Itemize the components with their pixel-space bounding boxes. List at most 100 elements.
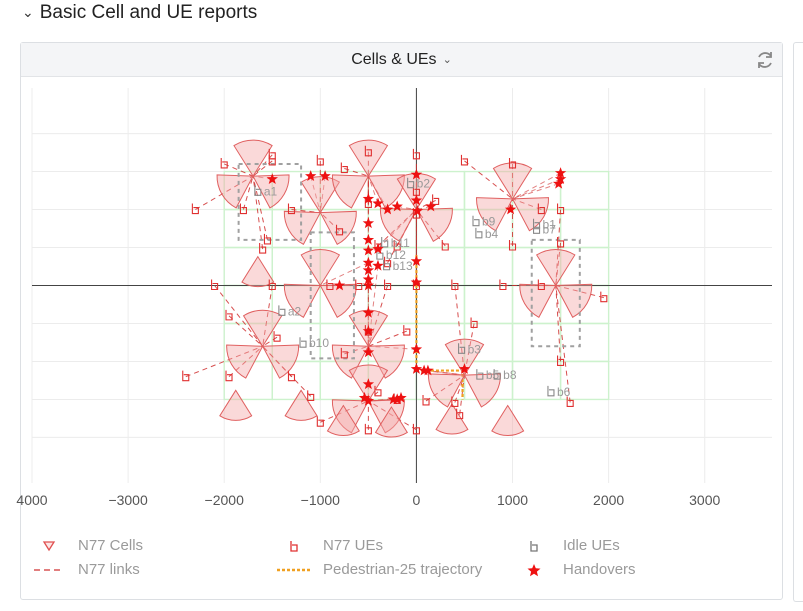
- panel-title-dropdown[interactable]: Cells & UEs ⌄: [351, 51, 452, 69]
- n77-ue: [508, 240, 517, 251]
- ue-icon: [530, 540, 538, 552]
- x-tick-label: −3000: [108, 492, 148, 508]
- x-tick-label: 4000: [16, 492, 47, 508]
- n77-cell-sector: [300, 249, 341, 287]
- idle-ue-label: b11: [391, 236, 410, 250]
- handover-star: [362, 192, 375, 204]
- n77-link: [555, 209, 562, 286]
- n77-ue: [456, 408, 464, 420]
- n77-cell-sector: [554, 283, 593, 318]
- n77-ue: [340, 162, 348, 174]
- handover-star: [372, 197, 384, 209]
- n77-cell-sector: [415, 207, 453, 243]
- n77-cell-sector: [374, 406, 409, 438]
- n77-cell-sector: [379, 207, 418, 243]
- coverage-bin: [463, 246, 514, 287]
- n77-ue: [364, 423, 372, 435]
- n77-ue: [451, 396, 459, 408]
- n77-cell-sector: [491, 404, 525, 437]
- idle-ue: [383, 259, 391, 271]
- handover-star: [319, 170, 331, 181]
- n77-ue: [557, 236, 565, 248]
- panel-header: Cells & UEs ⌄: [21, 43, 782, 77]
- n77-link: [416, 209, 446, 247]
- n77-ue: [557, 203, 565, 215]
- n77-ue: [268, 279, 276, 291]
- handover-star: [422, 364, 434, 376]
- idle-ue-label: b3: [468, 342, 482, 356]
- idle-ue: [254, 185, 262, 196]
- idle-ue-label: b8: [503, 368, 517, 382]
- n77-cell-sector: [284, 389, 318, 421]
- n77-ue: [412, 423, 420, 435]
- n77-cell-sector: [233, 139, 273, 178]
- n77-ue: [220, 157, 228, 169]
- n77-cell-sector: [283, 283, 322, 318]
- idle-ue-label: b6: [557, 385, 571, 399]
- pedestrian-trajectory: [415, 255, 464, 400]
- handover-star: [381, 203, 394, 215]
- idle-ue-label: b9: [482, 215, 496, 229]
- n77-link: [555, 285, 571, 403]
- n77-cell-sector: [319, 283, 357, 318]
- n77-cell-sector: [519, 283, 557, 318]
- section-header-toggle[interactable]: ⌄ Basic Cell and UE reports: [22, 2, 257, 24]
- n77-cell-sector: [252, 174, 290, 209]
- n77-cell-sector: [492, 162, 533, 200]
- refresh-icon[interactable]: [754, 49, 776, 71]
- handover-star: [266, 173, 278, 184]
- n77-ue: [355, 279, 363, 291]
- n77-ue: [259, 243, 267, 254]
- x-tick-label: −2000: [205, 492, 245, 508]
- dotted-line-icon: [277, 568, 311, 571]
- n77-link: [228, 345, 263, 378]
- n77-ue: [307, 390, 315, 401]
- idle-ue-label: b1: [543, 218, 557, 232]
- handover-star: [362, 233, 375, 245]
- idle-ue-label: a2: [288, 304, 302, 318]
- idle-ue: [493, 369, 501, 380]
- n77-ue: [182, 370, 190, 382]
- n77-ue: [600, 291, 608, 303]
- n77-ue: [211, 279, 219, 291]
- handover-star: [372, 243, 384, 254]
- n77-ue: [273, 331, 281, 342]
- n77-ue: [191, 203, 199, 215]
- legend-item-handovers[interactable]: Handovers: [515, 561, 636, 578]
- x-tick-label: 1000: [497, 492, 528, 508]
- x-tick-label: 2000: [593, 492, 624, 508]
- idle-ue: [458, 343, 466, 354]
- handover-star: [362, 244, 375, 256]
- legend-item-n77-links[interactable]: N77 links: [30, 561, 140, 578]
- idle-ue: [472, 215, 480, 227]
- legend-item-n77-ues[interactable]: N77 UEs: [275, 537, 383, 554]
- legend-label: N77 Cells: [78, 537, 144, 554]
- legend-item-idle-ues[interactable]: Idle UEs: [515, 537, 620, 554]
- handover-star: [410, 343, 423, 355]
- n77-link: [252, 176, 268, 241]
- n77-cell-sector: [283, 210, 322, 246]
- handover-star: [411, 205, 424, 216]
- n77-ue: [316, 154, 324, 166]
- handover-star: [358, 391, 371, 403]
- n77-ue: [460, 154, 469, 166]
- legend-item-trajectory[interactable]: Pedestrian-25 trajectory: [275, 561, 482, 578]
- idle-ue: [532, 223, 541, 234]
- n77-cell-sector: [435, 403, 469, 435]
- n77-ue: [384, 279, 392, 291]
- chart-legend: N77 Cells N77 UEs Idle UEs N77 links Ped…: [30, 537, 770, 587]
- handover-star: [410, 255, 423, 266]
- n77-cell-sector: [319, 210, 357, 246]
- coverage-bin: [559, 322, 610, 363]
- n77-ue: [287, 203, 296, 215]
- idle-group-box: [309, 231, 355, 360]
- n77-ue: [225, 309, 233, 321]
- n77-ue: [239, 203, 247, 215]
- star-icon: [527, 563, 541, 576]
- handover-star: [362, 264, 375, 276]
- n77-cell-sector: [226, 344, 264, 379]
- legend-item-n77-cells[interactable]: N77 Cells: [30, 537, 143, 554]
- coverage-bin: [415, 246, 466, 287]
- n77-ue: [537, 203, 545, 215]
